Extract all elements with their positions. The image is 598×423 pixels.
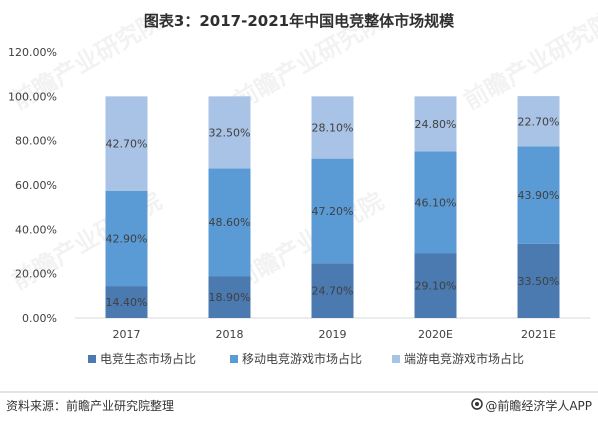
- y-tick-label: 80.00%: [15, 135, 57, 148]
- data-label: 33.50%: [518, 275, 560, 288]
- y-tick-label: 60.00%: [15, 179, 57, 192]
- data-label: 32.50%: [209, 126, 251, 139]
- bar-segment: [311, 263, 354, 318]
- y-tick-label: 0.00%: [22, 312, 57, 325]
- data-label: 28.10%: [312, 121, 354, 134]
- bar-segment: [517, 96, 560, 147]
- bar-segment: [208, 96, 251, 169]
- y-tick-label: 120.00%: [8, 46, 57, 59]
- data-label: 18.90%: [209, 291, 251, 304]
- data-label: 47.20%: [312, 205, 354, 218]
- bar-segment: [105, 286, 148, 318]
- bar-segment: [414, 253, 457, 318]
- data-label: 48.60%: [209, 216, 251, 229]
- data-label: 22.70%: [518, 115, 560, 128]
- watermark-text: 前瞻产业研究院: [229, 7, 388, 115]
- legend-swatch: [392, 355, 400, 363]
- bar-segment: [208, 276, 251, 318]
- legend-label: 移动电竞游戏市场占比: [242, 351, 362, 366]
- bar-segment: [208, 168, 251, 277]
- bar-segment: [414, 151, 457, 254]
- x-tick-label: 2017: [113, 328, 141, 341]
- bar-segment: [311, 158, 354, 264]
- legend-swatch: [230, 355, 238, 363]
- legend-label: 端游电竞游戏市场占比: [404, 351, 524, 366]
- data-label: 24.80%: [415, 118, 457, 131]
- x-tick-label: 2019: [319, 328, 347, 341]
- y-tick-label: 100.00%: [8, 90, 57, 103]
- brand-credit: @前瞻经济学人APP: [471, 397, 592, 414]
- legend-swatch: [88, 355, 96, 363]
- bar-segment: [414, 96, 457, 152]
- watermark-text: 前瞻产业研究院: [229, 187, 388, 295]
- data-label: 14.40%: [106, 296, 148, 309]
- y-tick-label: 20.00%: [15, 268, 57, 281]
- data-label: 24.70%: [312, 285, 354, 298]
- bar-segment: [517, 146, 560, 244]
- brand-logo-icon: [471, 398, 484, 413]
- bar-segment: [105, 190, 148, 287]
- data-label: 42.70%: [106, 138, 148, 151]
- data-label: 29.10%: [415, 280, 457, 293]
- footer-divider: [0, 391, 598, 393]
- data-label: 43.90%: [518, 189, 560, 202]
- bar-segment: [311, 96, 354, 159]
- legend-label: 电竞生态市场占比: [100, 351, 196, 366]
- x-tick-label: 2020E: [418, 328, 453, 341]
- y-tick-label: 40.00%: [15, 223, 57, 236]
- source-note: 资料来源：前瞻产业研究院整理: [6, 399, 175, 413]
- x-tick-label: 2018: [216, 328, 244, 341]
- x-tick-label: 2021E: [521, 328, 556, 341]
- bar-segment: [105, 96, 148, 191]
- brand-text: @前瞻经济学人APP: [485, 399, 592, 413]
- chart-title: 图表3：2017-2021年中国电竞整体市场规模: [143, 12, 455, 30]
- bar-segment: [517, 243, 560, 318]
- data-label: 46.10%: [415, 196, 457, 209]
- data-label: 42.90%: [106, 233, 148, 246]
